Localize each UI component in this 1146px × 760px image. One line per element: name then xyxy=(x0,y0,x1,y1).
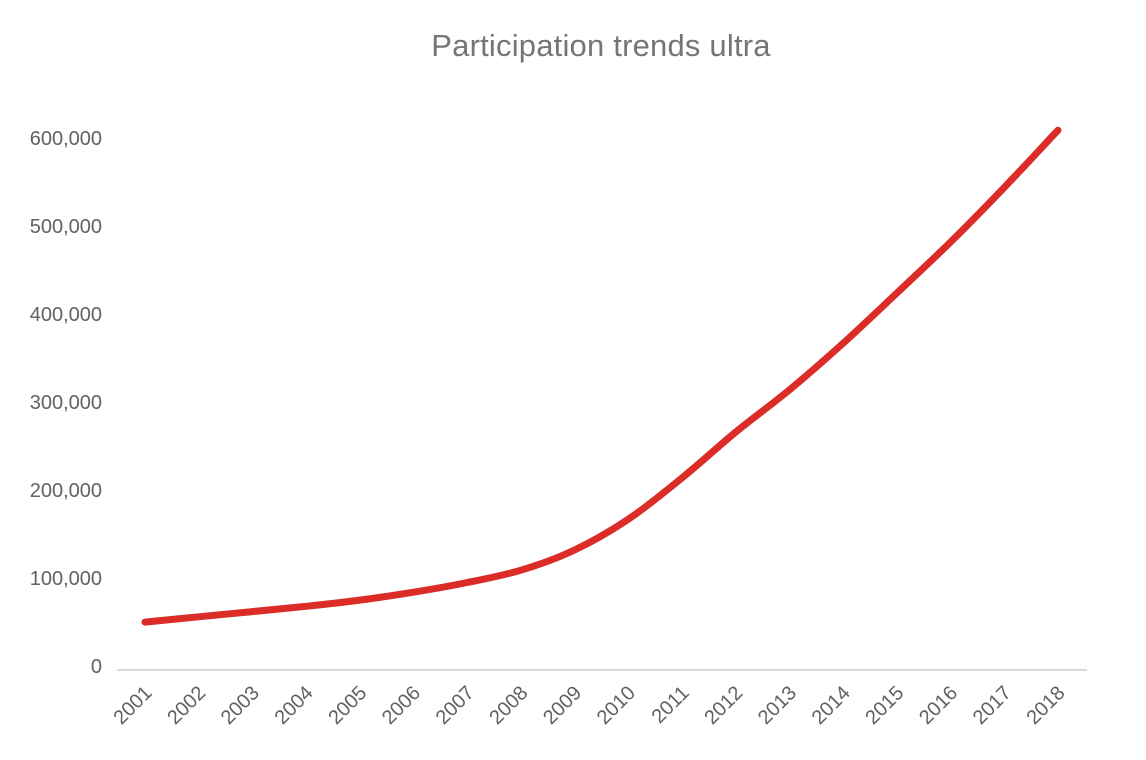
data-line-series xyxy=(141,126,1062,626)
x-axis-tick-label: 2008 xyxy=(485,682,532,729)
x-axis-tick-label: 2017 xyxy=(969,682,1016,729)
x-axis-tick-label: 2004 xyxy=(271,682,318,729)
y-axis-tick-label: 400,000 xyxy=(30,304,102,326)
x-axis-tick-label: 2010 xyxy=(593,682,640,729)
x-axis-tick-label: 2015 xyxy=(861,682,908,729)
x-axis-tick-label: 2016 xyxy=(915,682,962,729)
y-axis-tick-label: 100,000 xyxy=(30,568,102,590)
x-axis-tick-label: 2011 xyxy=(648,682,694,728)
x-axis-tick-label: 2005 xyxy=(324,682,371,729)
x-axis-tick-label: 2007 xyxy=(432,682,479,729)
x-axis-tick-label: 2001 xyxy=(110,682,157,729)
y-axis-tick-label: 200,000 xyxy=(30,480,102,502)
x-axis-tick-label: 2013 xyxy=(754,682,801,729)
y-axis-tick-label: 300,000 xyxy=(30,392,102,414)
x-axis-tick-label: 2002 xyxy=(163,682,210,729)
x-axis-tick-label: 2003 xyxy=(217,682,264,729)
y-axis-tick-label: 500,000 xyxy=(30,216,102,238)
y-axis-tick-label: 0 xyxy=(91,656,102,678)
x-axis-tick-label: 2006 xyxy=(378,682,425,729)
chart-title: Participation trends ultra xyxy=(431,28,771,63)
x-axis-tick-label: 2009 xyxy=(539,682,586,729)
x-axis-tick-label: 2014 xyxy=(808,682,855,729)
x-axis-tick-label: 2018 xyxy=(1023,682,1070,729)
x-axis-tick-label: 2012 xyxy=(700,682,747,729)
y-axis-tick-label: 600,000 xyxy=(30,128,102,150)
